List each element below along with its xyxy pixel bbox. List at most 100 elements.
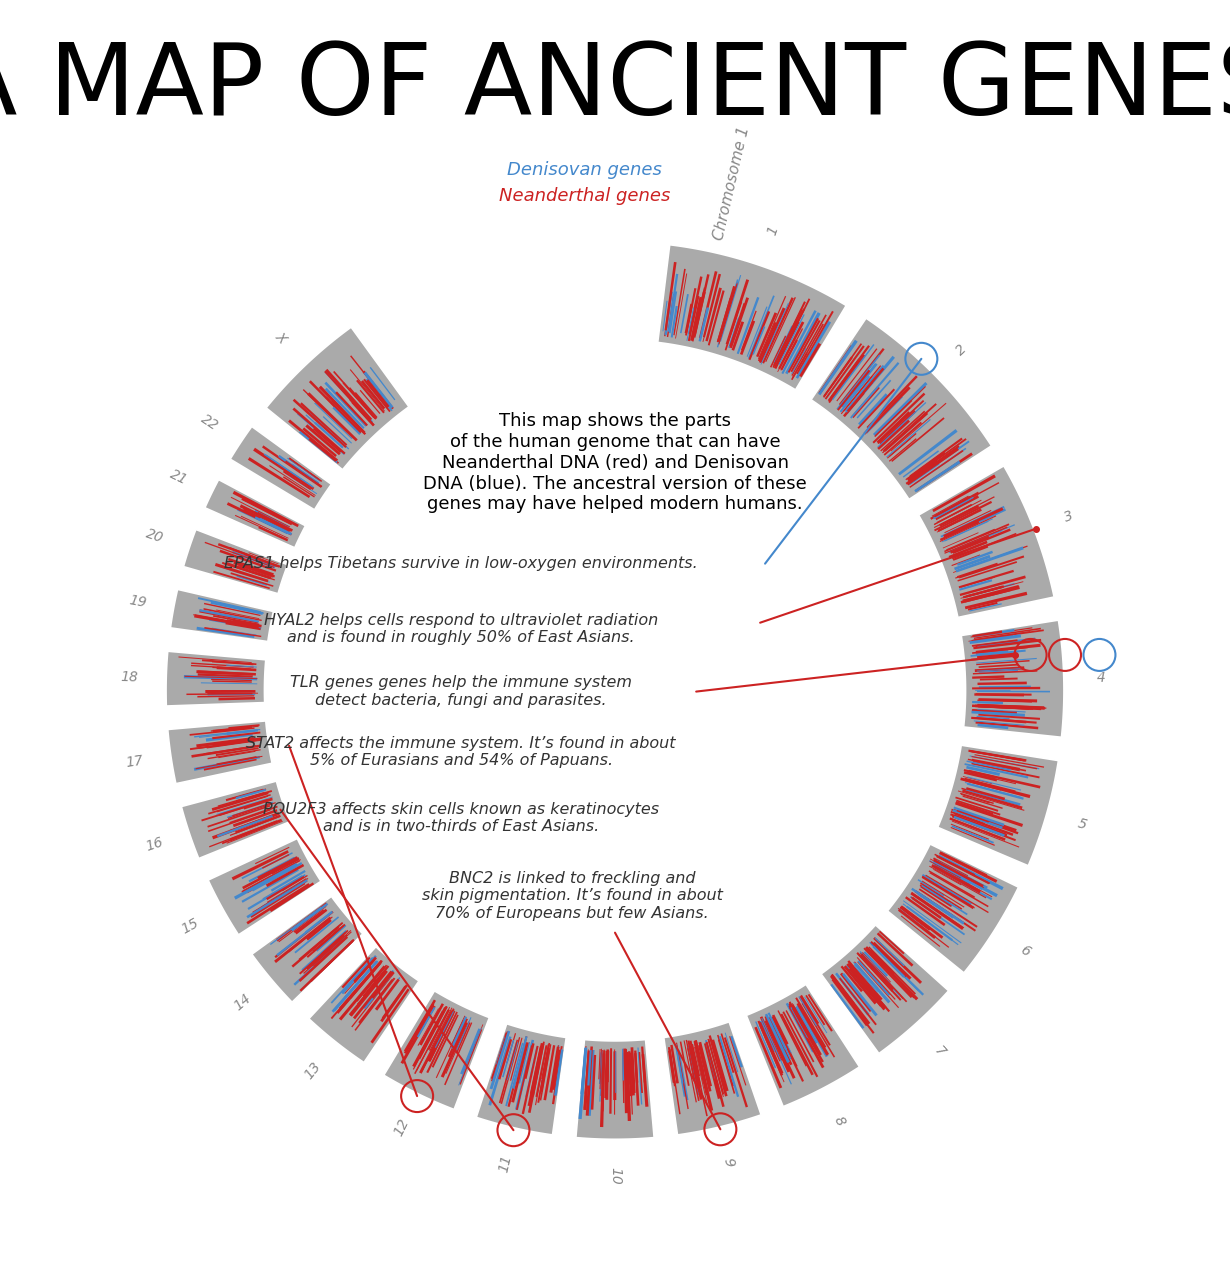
- Polygon shape: [889, 438, 916, 462]
- Polygon shape: [718, 1039, 736, 1093]
- Polygon shape: [506, 1043, 524, 1106]
- Polygon shape: [210, 725, 258, 732]
- Polygon shape: [964, 782, 1022, 798]
- Polygon shape: [851, 386, 879, 418]
- Polygon shape: [515, 1040, 534, 1110]
- Polygon shape: [216, 610, 260, 618]
- Polygon shape: [972, 711, 1025, 716]
- Polygon shape: [931, 864, 982, 893]
- Polygon shape: [883, 422, 922, 456]
- Polygon shape: [202, 659, 257, 665]
- Polygon shape: [502, 1040, 514, 1077]
- Polygon shape: [515, 1045, 533, 1110]
- Polygon shape: [255, 509, 289, 528]
- Polygon shape: [691, 1046, 707, 1116]
- Polygon shape: [668, 1046, 675, 1086]
- Polygon shape: [765, 1016, 796, 1078]
- Text: Denisovan genes: Denisovan genes: [507, 161, 662, 179]
- Polygon shape: [299, 940, 354, 992]
- Polygon shape: [900, 906, 931, 930]
- Polygon shape: [841, 366, 881, 414]
- Polygon shape: [205, 733, 253, 742]
- Polygon shape: [786, 1010, 814, 1063]
- Polygon shape: [729, 297, 749, 348]
- Polygon shape: [850, 362, 899, 419]
- Polygon shape: [342, 956, 370, 988]
- Polygon shape: [241, 869, 299, 903]
- Polygon shape: [913, 441, 969, 481]
- Polygon shape: [215, 563, 268, 583]
- Polygon shape: [774, 325, 795, 363]
- Polygon shape: [367, 380, 390, 408]
- Polygon shape: [969, 603, 1001, 612]
- Polygon shape: [759, 334, 774, 363]
- Polygon shape: [688, 1045, 699, 1095]
- Polygon shape: [910, 897, 941, 918]
- Polygon shape: [765, 1019, 779, 1046]
- Polygon shape: [384, 991, 490, 1110]
- Text: TLR genes genes help the immune system
detect bacteria, fungi and parasites.: TLR genes genes help the immune system d…: [290, 676, 632, 707]
- Polygon shape: [528, 1044, 545, 1113]
- Polygon shape: [668, 1048, 675, 1083]
- Polygon shape: [905, 897, 946, 926]
- Polygon shape: [221, 690, 252, 692]
- Polygon shape: [966, 589, 1004, 601]
- Polygon shape: [299, 922, 343, 960]
- Polygon shape: [830, 974, 871, 1025]
- Polygon shape: [977, 653, 1016, 658]
- Polygon shape: [262, 875, 303, 900]
- Polygon shape: [316, 923, 342, 945]
- Polygon shape: [772, 1017, 798, 1067]
- Polygon shape: [419, 1010, 453, 1073]
- Polygon shape: [583, 1050, 590, 1110]
- Polygon shape: [954, 809, 1010, 831]
- Polygon shape: [934, 499, 982, 525]
- Polygon shape: [344, 960, 374, 994]
- Polygon shape: [967, 776, 1021, 791]
- Polygon shape: [968, 635, 1012, 641]
- Text: 19: 19: [127, 593, 148, 611]
- Polygon shape: [935, 865, 993, 898]
- Polygon shape: [459, 1027, 482, 1086]
- Polygon shape: [600, 1050, 603, 1096]
- Polygon shape: [490, 1031, 510, 1090]
- Polygon shape: [678, 1050, 689, 1100]
- Polygon shape: [963, 776, 991, 784]
- Polygon shape: [957, 810, 989, 823]
- Polygon shape: [202, 799, 268, 822]
- Polygon shape: [877, 411, 910, 443]
- Polygon shape: [303, 389, 354, 438]
- Polygon shape: [768, 1017, 792, 1066]
- Polygon shape: [929, 860, 983, 890]
- Polygon shape: [968, 770, 1041, 789]
- Polygon shape: [255, 847, 289, 864]
- Polygon shape: [873, 937, 922, 984]
- Polygon shape: [958, 546, 1028, 570]
- Polygon shape: [630, 1053, 635, 1096]
- Polygon shape: [905, 452, 943, 480]
- Polygon shape: [930, 491, 979, 519]
- Polygon shape: [412, 1003, 434, 1039]
- Polygon shape: [908, 460, 937, 481]
- Polygon shape: [203, 608, 262, 621]
- Polygon shape: [865, 946, 919, 1001]
- Polygon shape: [194, 729, 261, 738]
- Polygon shape: [877, 400, 924, 444]
- Polygon shape: [957, 563, 998, 578]
- Polygon shape: [847, 381, 873, 410]
- Polygon shape: [953, 552, 1011, 573]
- Polygon shape: [721, 1034, 734, 1073]
- Polygon shape: [881, 410, 925, 452]
- Polygon shape: [209, 820, 277, 847]
- Polygon shape: [921, 885, 968, 916]
- Polygon shape: [717, 298, 731, 343]
- Polygon shape: [843, 392, 865, 417]
- Polygon shape: [428, 1010, 450, 1050]
- Polygon shape: [952, 820, 1020, 847]
- Polygon shape: [338, 384, 371, 420]
- Polygon shape: [496, 1036, 506, 1066]
- Polygon shape: [226, 801, 273, 818]
- Polygon shape: [244, 799, 273, 809]
- Polygon shape: [306, 923, 346, 958]
- Polygon shape: [909, 464, 940, 485]
